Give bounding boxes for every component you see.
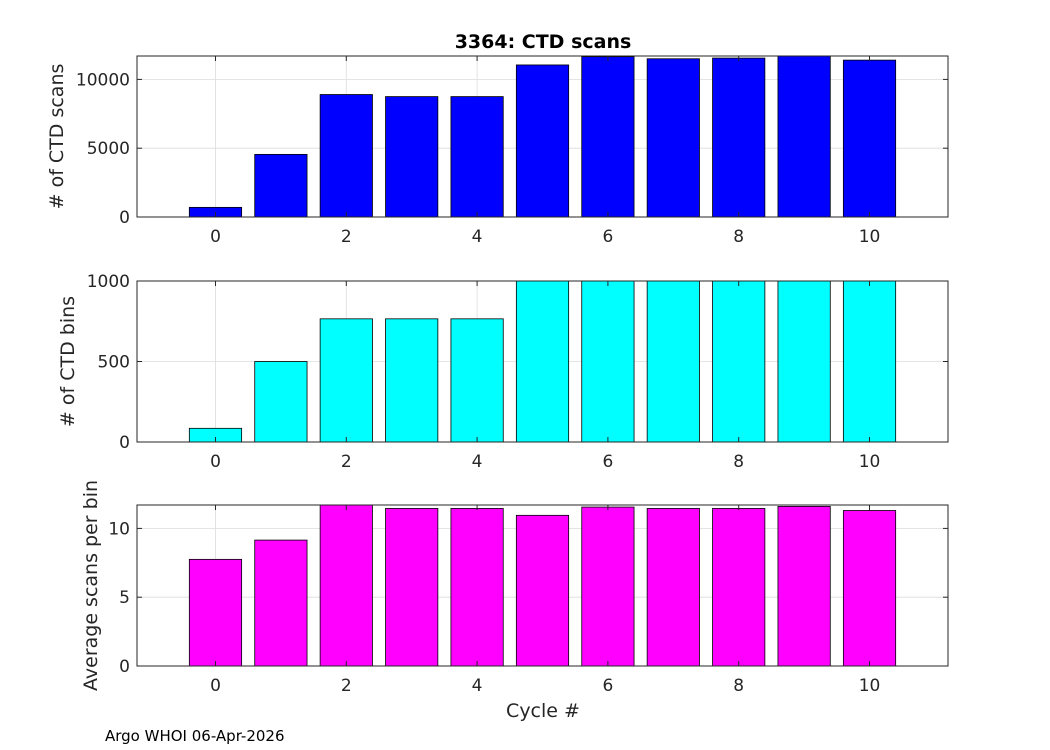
axes-frame: [136, 55, 949, 218]
x-tick-label: 4: [472, 676, 483, 696]
footer-credit: Argo WHOI 06-Apr-2026: [105, 727, 285, 745]
bar-bins-9: [777, 280, 831, 443]
y-tick-label: 0: [119, 433, 130, 453]
bar-bins-10: [842, 280, 897, 443]
x-tick-label: 6: [602, 676, 613, 696]
axes-scans: 0 2 4 6 8 10 0 5000 10000 # of CTD scans: [46, 55, 949, 247]
x-tick-label: 10: [859, 227, 881, 247]
axes-frame: [136, 504, 949, 667]
y-tick-label: 500: [98, 353, 130, 373]
bar-avg-6: [581, 506, 635, 667]
y-tick-label: 0: [119, 208, 130, 228]
bar-scans-7: [646, 58, 700, 218]
bar-avg-5: [515, 514, 570, 667]
x-tick-label: 8: [733, 676, 744, 696]
x-tick-label: 6: [602, 452, 613, 472]
x-tick-label: 10: [859, 676, 881, 696]
bar-scans-9: [777, 55, 831, 218]
x-tick-label: 0: [210, 227, 221, 247]
bar-scans-5: [515, 64, 570, 218]
x-tick-label: 0: [210, 452, 221, 472]
y-axis-label: Average scans per bin: [80, 480, 102, 691]
bar-scans-2: [319, 94, 373, 218]
y-tick-label: 5: [119, 588, 130, 608]
bar-avg-2: [319, 504, 373, 667]
x-tick-label: 4: [472, 452, 483, 472]
y-tick-label: 10: [108, 519, 130, 539]
x-tick-label: 10: [859, 452, 881, 472]
bar-scans-10: [842, 59, 897, 218]
y-axis-label: # of CTD scans: [46, 64, 68, 210]
bar-avg-8: [712, 508, 766, 667]
bar-avg-3: [385, 508, 439, 667]
bar-avg-10: [842, 510, 897, 667]
figure-title: 3364: CTD scans: [455, 31, 632, 53]
x-tick-label: 6: [602, 227, 613, 247]
bar-scans-1: [254, 153, 308, 218]
bar-scans-6: [581, 56, 635, 218]
y-tick-label: 1000: [87, 272, 130, 292]
bar-scans-8: [712, 57, 766, 218]
y-axis-label: # of CTD bins: [57, 296, 79, 427]
x-axis-label: Cycle #: [506, 700, 580, 722]
bar-bins-1: [254, 361, 308, 443]
x-tick-label: 2: [341, 227, 352, 247]
y-tick-label: 0: [119, 657, 130, 677]
bar-avg-4: [450, 508, 504, 667]
bar-avg-0: [188, 558, 243, 667]
bar-avg-9: [777, 505, 831, 667]
x-tick-label: 2: [341, 676, 352, 696]
bar-bins-2: [319, 318, 373, 443]
bar-bins-3: [385, 318, 439, 443]
y-tick-label: 5000: [87, 139, 130, 159]
axes-bins: 0 2 4 6 8 10 0 500 1000 # of CTD bins: [57, 272, 949, 472]
y-tick-label: 10000: [76, 70, 130, 90]
bar-bins-7: [646, 280, 700, 443]
bar-scans-3: [385, 96, 439, 218]
bar-bins-4: [450, 318, 504, 443]
bar-bins-5: [515, 280, 570, 443]
bar-scans-4: [450, 96, 504, 218]
x-tick-label: 8: [733, 227, 744, 247]
bar-avg-1: [254, 539, 308, 667]
x-tick-label: 8: [733, 452, 744, 472]
x-tick-label: 0: [210, 676, 221, 696]
bar-bins-8: [712, 280, 766, 443]
bar-bins-6: [581, 280, 635, 443]
x-tick-label: 4: [472, 227, 483, 247]
bar-avg-7: [646, 508, 700, 667]
axes-avg: 0 2 4 6 8 10 0 5 10 Average scans per bin: [80, 480, 949, 696]
x-tick-label: 2: [341, 452, 352, 472]
